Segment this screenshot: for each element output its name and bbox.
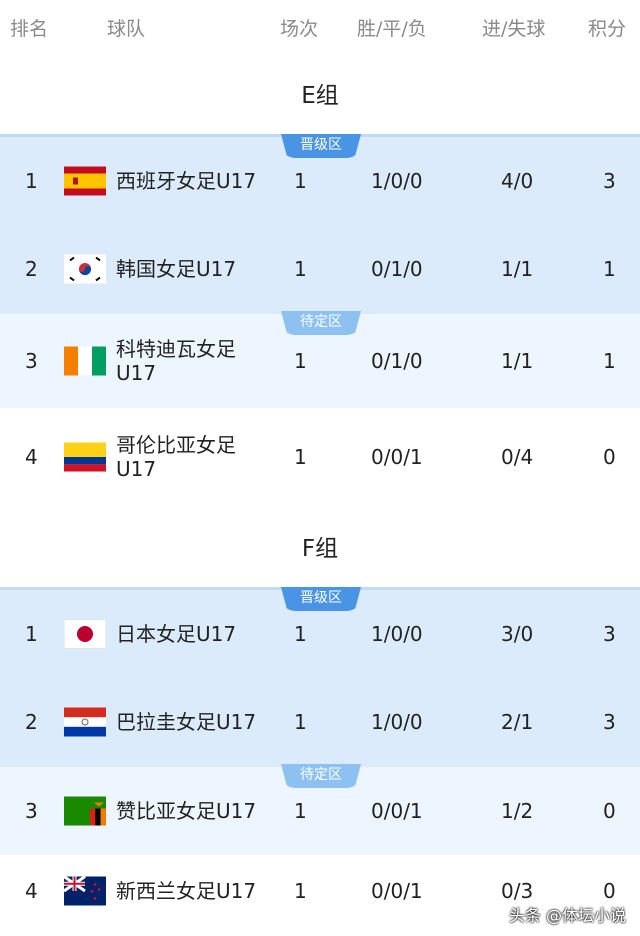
played: 1 (294, 621, 307, 646)
col-goals: 进/失球 (482, 18, 546, 40)
colombia-flag-icon (64, 442, 106, 471)
advance-zone-badge: 晋级区 (281, 587, 361, 611)
wdl: 0/1/0 (371, 257, 423, 281)
rank: 3 (25, 349, 38, 373)
rank: 4 (25, 878, 38, 903)
paraguay-flag-icon (64, 707, 106, 737)
wdl: 0/0/1 (371, 878, 423, 903)
table-row[interactable]: 待定区 3 赞比亚女足U17 1 0/0/1 1/2 0 (0, 764, 640, 855)
table-header: 排名 球队 场次 胜/平/负 进/失球 积分 (0, 0, 640, 52)
played: 1 (294, 257, 307, 281)
col-wdl: 胜/平/负 (357, 18, 427, 40)
goals: 0/4 (501, 444, 534, 469)
zambia-flag-icon (64, 796, 106, 826)
advance-zone-badge: 晋级区 (281, 134, 361, 158)
points: 1 (603, 257, 616, 281)
played: 1 (294, 168, 307, 193)
team-name[interactable]: 西班牙女足U17 (116, 168, 257, 193)
pending-zone-badge: 待定区 (281, 311, 361, 335)
wdl: 0/0/1 (371, 799, 423, 823)
rank: 1 (25, 621, 38, 646)
goals: 1/1 (501, 349, 534, 373)
pending-zone-badge: 待定区 (281, 764, 361, 788)
south-korea-flag-icon (64, 254, 106, 284)
goals: 0/3 (501, 878, 534, 903)
rank: 4 (25, 444, 38, 469)
played: 1 (294, 710, 307, 734)
wdl: 1/0/0 (371, 168, 423, 193)
played: 1 (294, 444, 307, 469)
table-row[interactable]: 4 哥伦比亚女足U17 1 0/0/1 0/4 0 (0, 408, 640, 505)
team-name[interactable]: 巴拉圭女足U17 (116, 710, 257, 734)
team-name[interactable]: 韩国女足U17 (116, 257, 237, 281)
standings-tables: E组晋级区 1 西班牙女足U17 1 1/0/0 4/0 3 2 韩国女足U17… (0, 52, 640, 936)
table-row[interactable]: 待定区 3 科特迪瓦女足U17 1 0/1/0 1/1 1 (0, 311, 640, 408)
table-row[interactable]: 2 韩国女足U17 1 0/1/0 1/1 1 (0, 224, 640, 314)
goals: 2/1 (501, 710, 534, 734)
points: 0 (603, 878, 616, 903)
team-name[interactable]: 日本女足U17 (116, 621, 237, 646)
goals: 1/1 (501, 257, 534, 281)
new-zealand-flag-icon (64, 876, 106, 906)
team-name[interactable]: 科特迪瓦女足U17 (116, 337, 236, 385)
japan-flag-icon (64, 619, 106, 648)
table-row[interactable]: 晋级区 1 西班牙女足U17 1 1/0/0 4/0 3 (0, 134, 640, 224)
col-rank: 排名 (10, 18, 49, 40)
team-name[interactable]: 新西兰女足U17 (116, 878, 257, 903)
group-title: E组 (301, 83, 339, 109)
col-played: 场次 (280, 18, 319, 40)
played: 1 (294, 349, 307, 373)
table-row[interactable]: 2 巴拉圭女足U17 1 1/0/0 2/1 3 (0, 677, 640, 767)
wdl: 0/1/0 (371, 349, 423, 373)
wdl: 1/0/0 (371, 710, 423, 734)
points: 0 (603, 444, 616, 469)
rank: 1 (25, 168, 38, 193)
rank: 3 (25, 799, 38, 823)
table-row[interactable]: 晋级区 1 日本女足U17 1 1/0/0 3/0 3 (0, 587, 640, 677)
played: 1 (294, 878, 307, 903)
table-row[interactable]: 4 新西兰女足U17 1 0/0/1 0/3 0 (0, 855, 640, 936)
spain-flag-icon (64, 166, 106, 195)
points: 0 (603, 799, 616, 823)
played: 1 (294, 799, 307, 823)
points: 3 (603, 621, 616, 646)
goals: 4/0 (501, 168, 534, 193)
rank: 2 (25, 257, 38, 281)
watermark: 头条 @体坛小说 (508, 906, 626, 925)
col-points: 积分 (588, 18, 627, 40)
ivory-coast-flag-icon (64, 346, 106, 376)
rank: 2 (25, 710, 38, 734)
points: 3 (603, 168, 616, 193)
points: 1 (603, 349, 616, 373)
points: 3 (603, 710, 616, 734)
team-name[interactable]: 哥伦比亚女足U17 (116, 432, 236, 481)
col-team: 球队 (107, 18, 146, 40)
goals: 1/2 (501, 799, 534, 823)
wdl: 1/0/0 (371, 621, 423, 646)
wdl: 0/0/1 (371, 444, 423, 469)
goals: 3/0 (501, 621, 534, 646)
group-title: F组 (301, 536, 339, 562)
team-name[interactable]: 赞比亚女足U17 (116, 799, 257, 823)
